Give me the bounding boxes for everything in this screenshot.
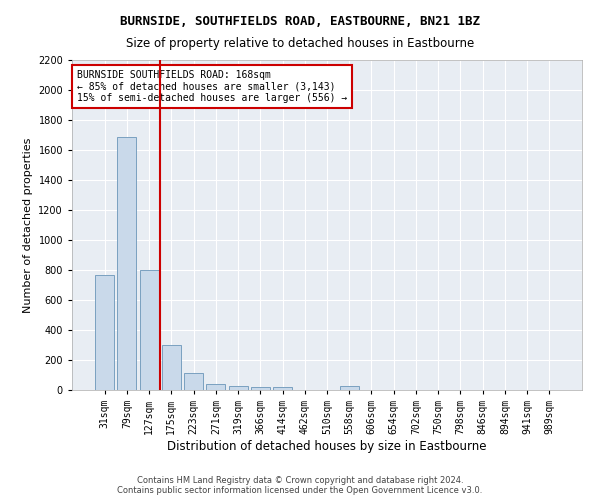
X-axis label: Distribution of detached houses by size in Eastbourne: Distribution of detached houses by size … [167, 440, 487, 453]
Text: BURNSIDE SOUTHFIELDS ROAD: 168sqm
← 85% of detached houses are smaller (3,143)
1: BURNSIDE SOUTHFIELDS ROAD: 168sqm ← 85% … [77, 70, 347, 103]
Text: Size of property relative to detached houses in Eastbourne: Size of property relative to detached ho… [126, 38, 474, 51]
Bar [229, 386, 248, 390]
Text: BURNSIDE, SOUTHFIELDS ROAD, EASTBOURNE, BN21 1BZ: BURNSIDE, SOUTHFIELDS ROAD, EASTBOURNE, … [120, 15, 480, 28]
Bar [273, 387, 292, 390]
Bar [118, 136, 136, 390]
Y-axis label: Number of detached properties: Number of detached properties [23, 138, 32, 312]
Text: Contains HM Land Registry data © Crown copyright and database right 2024.
Contai: Contains HM Land Registry data © Crown c… [118, 476, 482, 495]
Bar [95, 274, 114, 390]
Bar [162, 345, 181, 390]
Bar [340, 386, 359, 390]
Bar [251, 386, 270, 390]
Bar [206, 384, 225, 390]
Bar [184, 373, 203, 390]
Bar [140, 270, 158, 390]
